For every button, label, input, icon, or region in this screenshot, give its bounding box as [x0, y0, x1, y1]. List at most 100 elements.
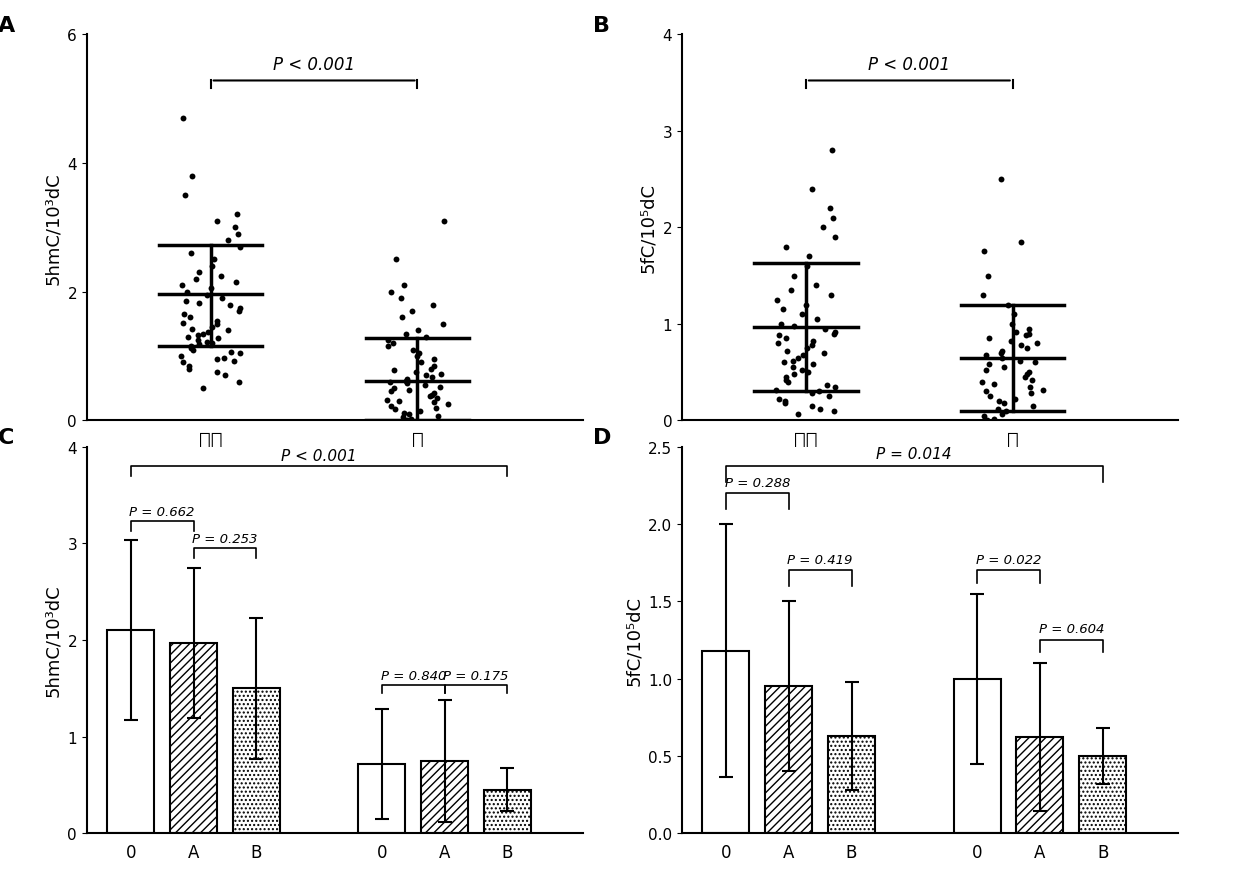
Point — [229, 302, 249, 316]
Point — [818, 389, 838, 403]
Point — [768, 337, 787, 351]
Point — [377, 394, 397, 408]
Text: P < 0.001: P < 0.001 — [281, 449, 357, 464]
Point — [1006, 393, 1025, 407]
Point — [213, 352, 233, 366]
Text: P = 0.014: P = 0.014 — [877, 447, 952, 462]
Point — [815, 322, 835, 336]
Point — [807, 312, 827, 326]
Point — [383, 381, 403, 396]
Point — [1001, 335, 1021, 349]
Point — [781, 283, 801, 297]
Point — [784, 361, 804, 375]
Point — [417, 369, 436, 383]
Point — [785, 269, 805, 283]
Point — [391, 292, 410, 306]
Point — [797, 366, 817, 380]
Point — [794, 348, 813, 362]
Y-axis label: 5hmC/10³dC: 5hmC/10³dC — [43, 172, 62, 284]
Point — [180, 360, 200, 374]
Point — [1007, 325, 1027, 339]
Point — [188, 333, 208, 347]
Point — [188, 338, 208, 352]
Point — [203, 253, 223, 267]
Point — [186, 273, 206, 287]
Point — [188, 329, 208, 343]
Point — [784, 319, 804, 333]
Point — [822, 144, 842, 158]
Point — [420, 389, 440, 403]
Point — [202, 321, 222, 335]
Point — [813, 221, 833, 235]
Point — [976, 385, 996, 399]
Text: P = 0.253: P = 0.253 — [192, 532, 258, 545]
Point — [179, 331, 198, 345]
Point — [202, 260, 222, 274]
Point — [172, 279, 192, 293]
Point — [403, 343, 423, 357]
Point — [973, 289, 993, 303]
Point — [432, 367, 451, 381]
Y-axis label: 5fC/10⁵dC: 5fC/10⁵dC — [625, 595, 642, 685]
Point — [433, 317, 453, 332]
Point — [172, 111, 192, 125]
Bar — [702, 651, 749, 833]
Point — [422, 389, 441, 403]
Point — [184, 343, 203, 357]
Text: P < 0.001: P < 0.001 — [273, 55, 355, 74]
Point — [229, 346, 249, 360]
Point — [399, 408, 419, 422]
Point — [1012, 339, 1032, 353]
Point — [383, 337, 403, 351]
Point — [409, 346, 429, 360]
Point — [430, 381, 450, 395]
Point — [825, 325, 844, 339]
Bar — [170, 643, 217, 833]
Text: P = 0.604: P = 0.604 — [1039, 623, 1104, 636]
Point — [424, 387, 444, 401]
Point — [821, 289, 841, 303]
Point — [802, 387, 822, 401]
Point — [378, 333, 398, 347]
Point — [207, 314, 227, 328]
Point — [386, 403, 405, 417]
Point — [806, 279, 826, 293]
Bar — [107, 631, 154, 833]
Point — [174, 356, 193, 370]
Point — [823, 211, 843, 225]
Point — [438, 398, 458, 412]
Point — [207, 366, 227, 380]
Text: P = 0.022: P = 0.022 — [976, 553, 1042, 567]
Point — [1017, 342, 1037, 356]
Point — [410, 404, 430, 418]
Text: P < 0.001: P < 0.001 — [868, 55, 950, 74]
Point — [223, 355, 243, 369]
Point — [797, 260, 817, 274]
Point — [405, 366, 425, 380]
Point — [983, 412, 1003, 426]
Text: A: A — [0, 16, 15, 36]
Point — [992, 351, 1012, 365]
Point — [787, 351, 807, 365]
Point — [226, 221, 246, 235]
Point — [769, 393, 789, 407]
Point — [1023, 399, 1043, 413]
Point — [197, 289, 217, 303]
Point — [399, 383, 419, 397]
Point — [992, 407, 1012, 421]
Point — [198, 325, 218, 339]
Point — [396, 374, 415, 389]
Point — [397, 414, 417, 428]
Bar — [422, 760, 469, 833]
Point — [207, 215, 227, 229]
Point — [1016, 329, 1035, 343]
Point — [226, 275, 246, 289]
Point — [192, 327, 212, 341]
Point — [394, 279, 414, 293]
Point — [1019, 366, 1039, 380]
Point — [784, 354, 804, 368]
Point — [773, 303, 792, 317]
Point — [821, 202, 841, 216]
Point — [384, 364, 404, 378]
Point — [825, 404, 844, 418]
